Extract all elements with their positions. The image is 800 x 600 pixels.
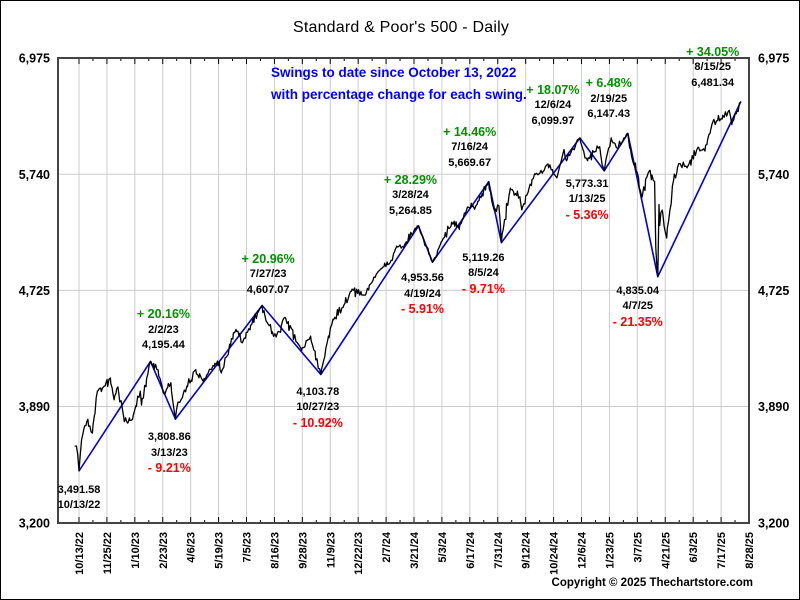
x-axis-label: 8/28/25 xyxy=(744,532,756,569)
y-axis-label-right: 4,725 xyxy=(758,284,789,298)
chart-title: Standard & Poor's 500 - Daily xyxy=(292,19,510,36)
x-axis-label: 4/21/25 xyxy=(660,532,672,569)
x-axis-label: 5/3/24 xyxy=(437,531,449,562)
x-axis-label: 2/7/24 xyxy=(381,531,393,562)
plot-frame xyxy=(57,57,750,524)
x-axis-label: 7/5/23 xyxy=(242,532,254,563)
y-axis-label-left: 5,740 xyxy=(19,168,50,182)
y-axis-label-left: 4,725 xyxy=(19,284,50,298)
x-axis-label: 12/6/24 xyxy=(577,531,589,569)
price-line xyxy=(74,101,742,472)
y-axis-label-right: 5,740 xyxy=(758,168,789,182)
x-axis-label: 12/22/23 xyxy=(353,532,365,575)
y-axis-label-right: 3,890 xyxy=(758,400,789,414)
x-axis-label: 6/17/24 xyxy=(465,531,477,569)
x-axis-label: 10/13/22 xyxy=(74,532,86,575)
x-axis-label: 10/24/24 xyxy=(549,531,561,575)
swing-note: Swings to date since October 13, 2022 wi… xyxy=(271,62,527,106)
y-axis-label-left: 3,890 xyxy=(19,400,50,414)
copyright-text: Copyright © 2025 Thechartstore.com xyxy=(551,577,753,589)
x-axis-label: 7/31/24 xyxy=(493,531,505,569)
y-axis-label-right: 6,975 xyxy=(758,52,789,66)
x-axis-label: 11/25/22 xyxy=(102,532,114,574)
y-axis-label-right: 3,200 xyxy=(758,517,789,531)
x-axis-label: 4/6/23 xyxy=(186,532,198,563)
y-axis-label-left: 3,200 xyxy=(19,517,50,531)
x-axis-label: 3/7/25 xyxy=(632,532,644,563)
x-axis-label: 7/17/25 xyxy=(716,532,728,569)
x-axis-label: 2/23/23 xyxy=(158,532,170,569)
swing-trendline xyxy=(78,101,742,472)
swing-note-line2: with percentage change for each swing. xyxy=(271,87,527,102)
y-axis-label-left: 6,975 xyxy=(19,52,50,66)
x-axis-label: 6/3/25 xyxy=(688,532,700,563)
x-axis-label: 1/10/23 xyxy=(130,532,142,569)
x-axis-label: 3/21/24 xyxy=(409,531,421,569)
x-axis-label: 5/19/23 xyxy=(214,532,226,569)
x-axis-label: 8/16/23 xyxy=(269,532,281,569)
x-axis-label: 11/9/23 xyxy=(325,532,337,568)
swing-note-line1: Swings to date since October 13, 2022 xyxy=(271,65,517,80)
x-axis-label: 9/28/23 xyxy=(297,532,309,569)
x-axis-label: 9/12/24 xyxy=(521,531,533,569)
x-axis-label: 1/23/25 xyxy=(604,532,616,569)
